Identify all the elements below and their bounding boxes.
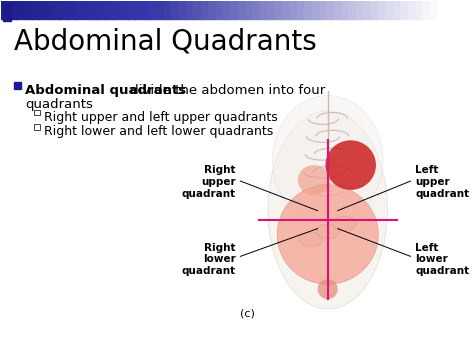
Bar: [393, 1, 401, 19]
Bar: [68, 1, 76, 19]
Text: Right upper and left upper quadrants: Right upper and left upper quadrants: [44, 110, 277, 124]
Bar: [90, 1, 98, 19]
Ellipse shape: [318, 279, 338, 299]
Bar: [35, 124, 40, 130]
Ellipse shape: [333, 216, 356, 231]
Bar: [385, 1, 393, 19]
Bar: [1, 1, 9, 19]
Ellipse shape: [316, 224, 339, 239]
Bar: [267, 1, 275, 19]
Text: Right
upper
quadrant: Right upper quadrant: [182, 165, 236, 198]
Bar: [319, 1, 327, 19]
Bar: [193, 1, 201, 19]
Bar: [112, 1, 120, 19]
Bar: [371, 1, 379, 19]
Bar: [24, 1, 32, 19]
Bar: [38, 1, 46, 19]
Bar: [408, 1, 416, 19]
Bar: [430, 1, 438, 19]
Bar: [97, 1, 106, 19]
Bar: [237, 1, 246, 19]
Text: Abdominal quadrants: Abdominal quadrants: [25, 84, 186, 97]
Bar: [134, 1, 143, 19]
Bar: [341, 1, 349, 19]
Bar: [216, 1, 224, 19]
Bar: [82, 1, 91, 19]
Bar: [105, 1, 113, 19]
Bar: [31, 1, 39, 19]
Bar: [53, 1, 61, 19]
Bar: [223, 1, 231, 19]
Bar: [149, 1, 157, 19]
Bar: [253, 1, 261, 19]
Bar: [363, 1, 372, 19]
Bar: [46, 1, 54, 19]
Bar: [378, 1, 386, 19]
Bar: [3, 4, 10, 11]
Ellipse shape: [277, 185, 378, 284]
Ellipse shape: [273, 95, 383, 225]
Bar: [282, 1, 290, 19]
Ellipse shape: [300, 232, 323, 247]
Text: divide the abdomen into four: divide the abdomen into four: [127, 84, 326, 97]
Bar: [304, 1, 312, 19]
Text: Abdominal Quadrants: Abdominal Quadrants: [14, 27, 317, 55]
Bar: [311, 1, 320, 19]
Bar: [297, 1, 305, 19]
Bar: [61, 1, 69, 19]
Bar: [16, 1, 24, 19]
Ellipse shape: [326, 140, 376, 190]
Bar: [348, 1, 356, 19]
Bar: [35, 110, 40, 115]
Text: Right lower and left lower quadrants: Right lower and left lower quadrants: [44, 125, 273, 138]
Text: Right
lower
quadrant: Right lower quadrant: [182, 243, 236, 276]
Text: Left
lower
quadrant: Left lower quadrant: [415, 243, 469, 276]
Bar: [326, 1, 335, 19]
Ellipse shape: [298, 165, 330, 195]
Ellipse shape: [268, 110, 387, 309]
Bar: [334, 1, 342, 19]
Bar: [9, 1, 17, 19]
Text: quadrants: quadrants: [25, 98, 93, 111]
Bar: [142, 1, 150, 19]
Bar: [179, 1, 187, 19]
Bar: [171, 1, 180, 19]
Bar: [75, 1, 83, 19]
Bar: [3, 13, 10, 21]
Bar: [274, 1, 283, 19]
Bar: [260, 1, 268, 19]
Bar: [415, 1, 423, 19]
Bar: [400, 1, 408, 19]
Bar: [422, 1, 430, 19]
Bar: [119, 1, 128, 19]
Bar: [186, 1, 194, 19]
Bar: [230, 1, 238, 19]
Bar: [156, 1, 164, 19]
Bar: [14, 82, 21, 89]
Bar: [164, 1, 172, 19]
Bar: [290, 1, 298, 19]
Bar: [127, 1, 135, 19]
Bar: [437, 1, 445, 19]
Bar: [208, 1, 216, 19]
Text: (c): (c): [240, 309, 255, 319]
Bar: [245, 1, 253, 19]
Bar: [356, 1, 364, 19]
Bar: [201, 1, 209, 19]
Text: Left
upper
quadrant: Left upper quadrant: [415, 165, 469, 198]
